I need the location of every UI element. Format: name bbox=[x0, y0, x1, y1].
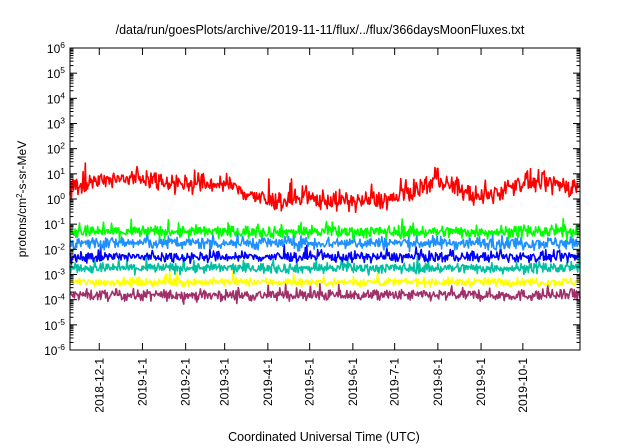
y-tick-label: 10-4 bbox=[44, 292, 65, 308]
y-tick-label: 100 bbox=[47, 191, 65, 207]
chart-title: /data/run/goesPlots/archive/2019-11-11/f… bbox=[116, 23, 525, 37]
series-layer bbox=[69, 162, 581, 305]
y-tick-label: 104 bbox=[47, 90, 65, 106]
x-tick-label: 2018-12-1 bbox=[92, 358, 106, 413]
y-tick-label: 10-5 bbox=[44, 317, 65, 333]
series-line-5 bbox=[69, 269, 581, 289]
x-tick-label: 2019-3-1 bbox=[218, 358, 232, 406]
series-line-2 bbox=[69, 227, 581, 253]
series-line-0 bbox=[69, 162, 581, 214]
y-axis-label: protons/cm2-s-sr-MeV bbox=[15, 141, 30, 257]
x-axis: 2018-12-1 2019-1-1 2019-2-1 2019-3-1 2019-4-… bbox=[92, 48, 530, 413]
x-tick-label: 2019-7-1 bbox=[388, 358, 402, 406]
series-line-6 bbox=[69, 282, 581, 305]
y-tick-label: 10-6 bbox=[44, 342, 65, 358]
y-tick-label: 10-2 bbox=[44, 241, 65, 257]
series-line-4 bbox=[69, 254, 581, 276]
x-tick-label: 2019-10-1 bbox=[516, 358, 530, 413]
x-tick-label: 2019-8-1 bbox=[431, 358, 445, 406]
series-line-3 bbox=[69, 243, 581, 265]
y-axis-label-rest: -s-sr-MeV bbox=[15, 141, 29, 194]
y-axis-label-sup: 2 bbox=[15, 193, 24, 198]
x-tick-label: 2019-6-1 bbox=[346, 358, 360, 406]
y-tick-label: 10-3 bbox=[44, 267, 65, 283]
y-axis-label-base: protons/cm bbox=[15, 198, 29, 257]
x-tick-label: 2019-5-1 bbox=[303, 358, 317, 406]
y-tick-label: 103 bbox=[47, 116, 65, 132]
x-tick-label: 2019-2-1 bbox=[179, 358, 193, 406]
y-tick-label: 102 bbox=[47, 141, 65, 157]
y-axis: 10-6 10-5 10-4 10-3 10-2 10-1 100 101 102 103 104 1… bbox=[44, 40, 580, 358]
series-line-1 bbox=[69, 217, 581, 241]
y-tick-label: 106 bbox=[47, 40, 65, 56]
x-tick-label: 2019-4-1 bbox=[261, 358, 275, 406]
y-tick-label: 101 bbox=[47, 166, 65, 182]
x-axis-label: Coordinated Universal Time (UTC) bbox=[228, 430, 420, 444]
y-tick-label: 105 bbox=[47, 65, 65, 81]
x-tick-label: 2019-9-1 bbox=[474, 358, 488, 406]
x-tick-label: 2019-1-1 bbox=[136, 358, 150, 406]
y-tick-label: 10-1 bbox=[44, 216, 65, 232]
